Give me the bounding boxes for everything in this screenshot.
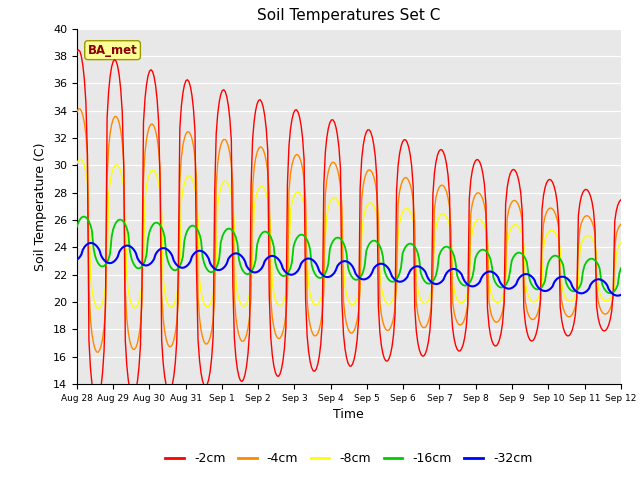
-4cm [73,109,81,115]
-32cm [617,292,625,298]
-8cm [589,239,597,244]
-8cm [73,161,81,167]
-4cm [266,190,273,195]
-32cm [255,268,262,274]
-2cm [73,49,81,55]
-2cm [314,361,321,367]
-4cm [94,349,102,355]
-8cm [143,183,150,189]
-16cm [312,273,320,278]
Text: BA_met: BA_met [88,44,138,57]
-4cm [617,221,625,227]
Legend: -2cm, -4cm, -8cm, -16cm, -32cm: -2cm, -4cm, -8cm, -16cm, -32cm [160,447,538,470]
-4cm [256,144,264,150]
-2cm [256,97,264,103]
Line: -8cm: -8cm [77,159,621,309]
-16cm [606,290,614,296]
-2cm [589,208,597,214]
-8cm [76,156,84,162]
-2cm [617,197,625,203]
-16cm [237,263,244,268]
-2cm [74,47,82,53]
-8cm [617,240,625,245]
Line: -32cm: -32cm [77,243,621,296]
-16cm [81,214,88,219]
-4cm [589,224,597,229]
-16cm [588,256,596,262]
-16cm [617,265,625,271]
-16cm [141,258,149,264]
-32cm [86,240,94,246]
-2cm [93,399,100,405]
-4cm [238,338,246,344]
-32cm [614,293,621,299]
-8cm [314,301,321,307]
Y-axis label: Soil Temperature (C): Soil Temperature (C) [35,142,47,271]
-4cm [76,106,84,112]
-16cm [255,236,262,242]
X-axis label: Time: Time [333,408,364,421]
Line: -2cm: -2cm [77,50,621,402]
-8cm [94,306,102,312]
-16cm [264,230,271,236]
-4cm [143,136,150,142]
-16cm [73,224,81,230]
-4cm [314,331,321,336]
-32cm [237,252,244,258]
-32cm [312,261,320,267]
-32cm [588,280,596,286]
-2cm [238,379,246,384]
-2cm [143,82,150,87]
-2cm [266,292,273,298]
-32cm [141,263,149,268]
-8cm [266,205,273,211]
-8cm [256,184,264,190]
-32cm [73,257,81,263]
-32cm [264,255,271,261]
Title: Soil Temperatures Set C: Soil Temperatures Set C [257,9,440,24]
Line: -4cm: -4cm [77,109,621,352]
Line: -16cm: -16cm [77,216,621,293]
-8cm [238,303,246,309]
